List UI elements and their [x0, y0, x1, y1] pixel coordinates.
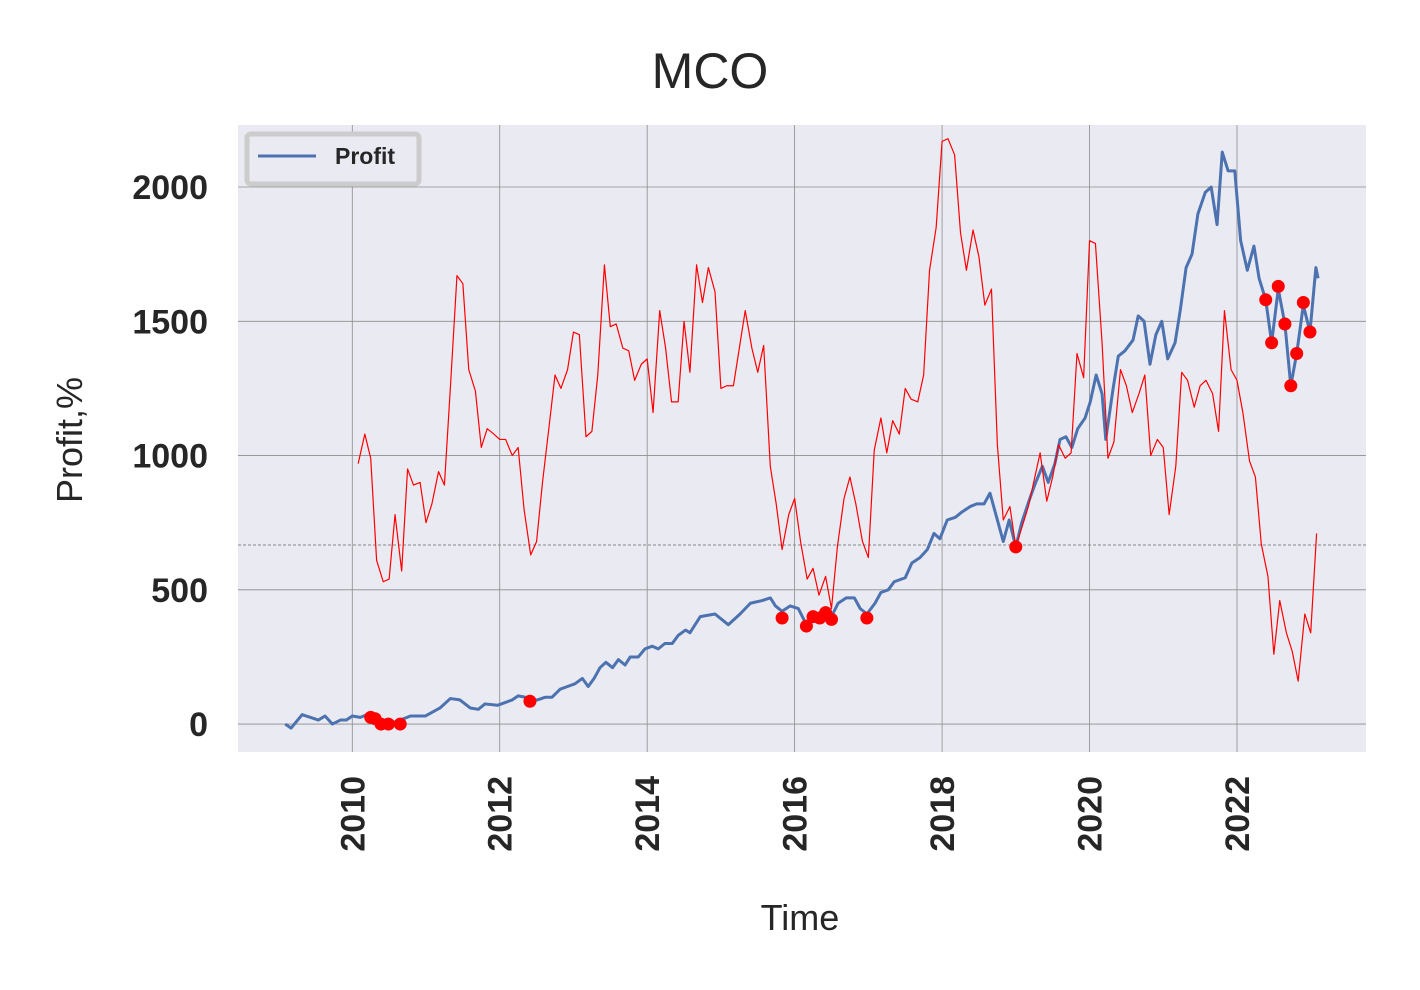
- x-tick-label: 2010: [334, 776, 372, 852]
- y-tick-label: 0: [189, 706, 208, 744]
- x-tick-label: 2016: [777, 776, 815, 852]
- x-axis-label: Time: [761, 897, 840, 938]
- data-point: [1296, 295, 1310, 309]
- data-point: [1284, 379, 1298, 393]
- data-point: [381, 717, 395, 731]
- chart-title: MCO: [652, 43, 769, 99]
- series-line: [284, 150, 1320, 730]
- x-tick-label: 2014: [629, 776, 667, 852]
- data-point: [799, 619, 813, 633]
- data-point: [1290, 347, 1304, 361]
- data-point: [1009, 540, 1023, 554]
- x-tick-label: 2022: [1219, 776, 1257, 852]
- legend-box: [244, 131, 422, 187]
- y-axis-label: Profit,%: [49, 377, 90, 503]
- data-point: [1265, 336, 1279, 350]
- data-point: [393, 717, 407, 731]
- y-tick-label: 1500: [132, 303, 208, 341]
- data-point: [523, 694, 537, 708]
- data-point: [775, 611, 789, 625]
- y-tick-label: 2000: [132, 169, 208, 207]
- data-point: [1303, 325, 1317, 339]
- data-point: [1271, 279, 1285, 293]
- y-tick-label: 1000: [132, 438, 208, 476]
- data-point: [860, 611, 874, 625]
- data-point: [1259, 293, 1273, 307]
- x-tick-label: 2020: [1072, 776, 1110, 852]
- x-tick-label: 2018: [924, 776, 962, 852]
- data-point: [824, 612, 838, 626]
- x-tick-label: 2012: [482, 776, 520, 852]
- legend-label: Profit: [335, 143, 395, 169]
- y-tick-label: 500: [151, 572, 208, 610]
- series-line: [357, 138, 1318, 682]
- data-point: [1278, 317, 1292, 331]
